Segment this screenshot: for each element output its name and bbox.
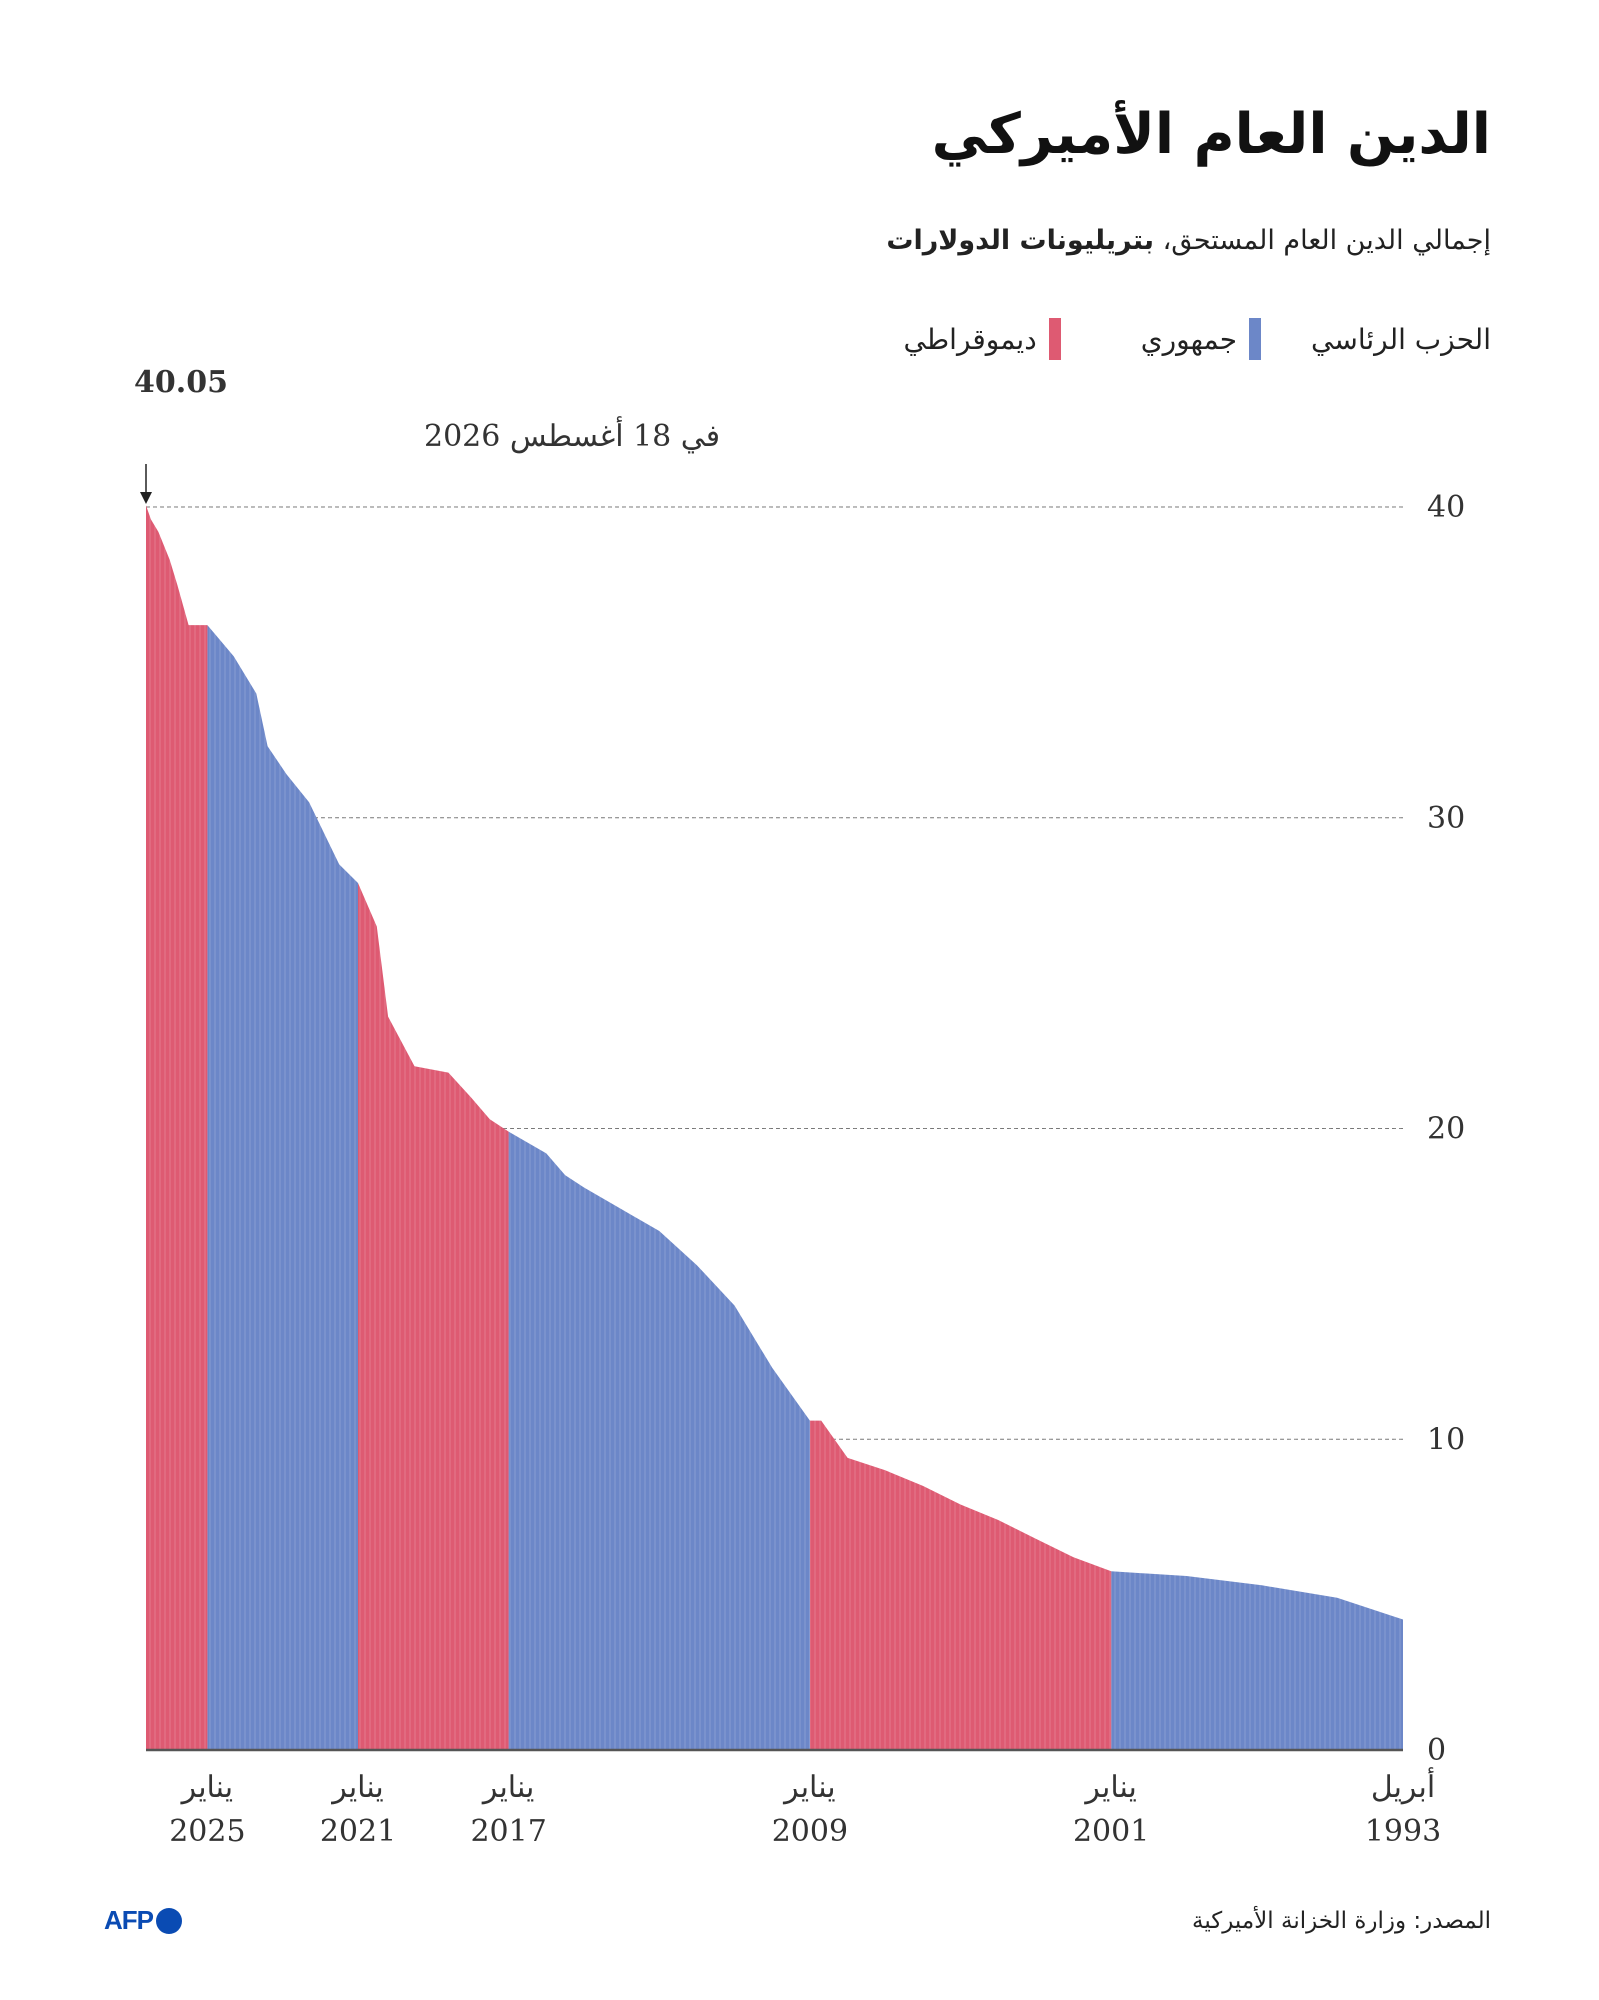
x-tick-year-4: 2021: [320, 1814, 396, 1849]
area-segment-4: [207, 625, 358, 1750]
legend-item-republican: جمهوري: [1140, 318, 1262, 360]
y-tick-labels: 0 10 20 30 40: [1427, 490, 1465, 1768]
y-tick-label-30: 30: [1427, 801, 1465, 836]
x-tick-labels: أبريل 1993 يناير 2001 يناير 2009 يناير 2017 يناي…: [169, 1767, 1441, 1849]
x-tick-year-0: 1993: [1365, 1814, 1441, 1849]
annotation-value: 40.05: [134, 365, 228, 400]
x-tick-year-1: 2001: [1073, 1814, 1149, 1849]
legend-swatch-republican: [1249, 318, 1262, 360]
legend-item-democrat: ديموقراطي: [904, 318, 1061, 360]
x-tick-month-3: يناير: [481, 1770, 534, 1805]
bar-stripes: [149, 507, 1401, 1750]
x-tick-month-0: أبريل: [1371, 1767, 1435, 1805]
source-note: المصدر: وزارة الخزانة الأميركية: [1192, 1908, 1491, 1934]
x-tick-year-5: 2025: [169, 1814, 245, 1849]
x-tick-month-2: يناير: [782, 1770, 835, 1805]
x-tick-month-4: يناير: [330, 1770, 383, 1805]
x-tick-month-1: يناير: [1083, 1770, 1136, 1805]
afp-logo-dot: [156, 1907, 182, 1934]
annotation-arrowhead: [140, 492, 152, 504]
area-segment-5: [146, 505, 208, 1750]
legend-label-democrat: ديموقراطي: [903, 322, 1037, 356]
y-tick-label-40: 40: [1427, 490, 1465, 525]
afp-logo: AFP: [104, 1905, 182, 1936]
annotation: 40.05 في 18 أغسطس 2026: [134, 365, 720, 504]
y-tick-label-10: 10: [1427, 1422, 1465, 1457]
area-segment-2: [508, 1131, 810, 1750]
chart-title: الدين العام الأميركي: [931, 102, 1491, 167]
annotation-date: في 18 أغسطس 2026: [424, 416, 720, 454]
x-tick-year-3: 2017: [470, 1814, 546, 1849]
legend-label-republican: جمهوري: [1140, 322, 1238, 356]
chart-subtitle: إجمالي الدين العام المستحق، بتريليونات ا…: [886, 225, 1491, 256]
subtitle-main: إجمالي الدين العام المستحق،: [1154, 225, 1491, 256]
subtitle-unit: بتريليونات الدولارات: [886, 225, 1154, 256]
x-tick-month-5: يناير: [180, 1770, 233, 1805]
x-tick-year-2: 2009: [772, 1814, 848, 1849]
y-tick-label-0: 0: [1427, 1733, 1446, 1768]
area-series: [146, 505, 1403, 1750]
legend: الحزب الرئاسي جمهوري ديموقراطي: [824, 318, 1491, 360]
area-segment-3: [358, 883, 509, 1750]
y-tick-label-20: 20: [1427, 1112, 1465, 1147]
legend-swatch-democrat: [1048, 318, 1061, 360]
area-segment-0: [1111, 1571, 1403, 1750]
afp-logo-text: AFP: [104, 1905, 154, 1935]
area-segment-1: [809, 1420, 1112, 1750]
legend-title: الحزب الرئاسي: [1311, 322, 1491, 356]
